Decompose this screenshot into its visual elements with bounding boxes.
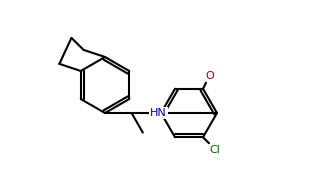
Text: Cl: Cl [210, 145, 220, 155]
Text: O: O [206, 71, 214, 81]
Text: HN: HN [150, 108, 166, 118]
